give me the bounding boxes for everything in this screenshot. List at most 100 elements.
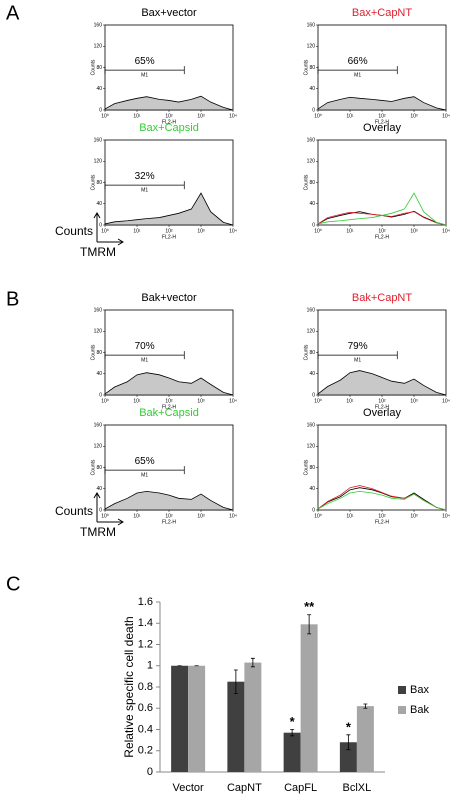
- y-axis-label: Counts: [90, 459, 96, 475]
- bar: [227, 681, 245, 772]
- axis-key-arrow: [93, 492, 124, 526]
- y-tick-label: 0.8: [138, 681, 153, 693]
- y-axis-label: Relative specific cell death: [122, 616, 136, 757]
- y-tick-label: 0: [99, 392, 102, 398]
- bar: [244, 662, 262, 772]
- hist-title: Overlay: [363, 407, 401, 419]
- gate-label: M1: [141, 72, 148, 78]
- x-tick-label: 10¹: [133, 398, 141, 404]
- x-tick-label: 10⁰: [314, 113, 322, 119]
- error-bar: [290, 729, 295, 737]
- gate-marker: [104, 466, 185, 475]
- x-tick-label: 10²: [378, 113, 386, 119]
- histogram-area: [104, 372, 234, 396]
- y-tick-label: 40: [96, 371, 102, 377]
- x-tick-label: 10⁰: [314, 398, 322, 404]
- y-tick-label: 0: [312, 507, 315, 513]
- y-tick-label: 40: [96, 201, 102, 207]
- gate-label: M1: [141, 472, 148, 478]
- gate-percent: 70%: [135, 341, 155, 352]
- panel-label: C: [6, 573, 20, 595]
- plot-frame: [317, 424, 447, 511]
- x-tick-label: 10²: [378, 513, 386, 519]
- error-bar: [233, 669, 238, 694]
- x-tick-label: 10³: [410, 398, 418, 404]
- y-tick-label: 40: [309, 371, 315, 377]
- histogram-area: [104, 95, 234, 111]
- axis-key-y: Counts: [55, 224, 93, 238]
- x-tick-label: 10⁰: [314, 228, 322, 234]
- x-tick-label: 10⁰: [101, 228, 109, 234]
- x-tick-label: 10⁰: [101, 398, 109, 404]
- x-tick-label: 10²: [165, 228, 173, 234]
- y-tick-label: 0: [99, 107, 102, 113]
- gate-label: M1: [141, 187, 148, 193]
- histogram-line: [317, 491, 447, 511]
- x-tick-label: CapFL: [284, 782, 317, 794]
- y-tick-label: 160: [307, 422, 316, 428]
- x-tick-label: 10⁴: [229, 113, 237, 119]
- x-tick-label: 10⁴: [442, 513, 450, 519]
- y-axis-label: Counts: [90, 344, 96, 360]
- gate-label: M1: [354, 357, 361, 363]
- bar: [339, 742, 357, 772]
- axis-key-x: TMRM: [80, 245, 116, 259]
- y-tick-label: 0: [312, 392, 315, 398]
- gate-marker: [104, 66, 185, 75]
- error-bar: [346, 734, 351, 751]
- x-tick-label: 10³: [197, 398, 205, 404]
- legend-swatch: [398, 706, 406, 714]
- gate-percent: 79%: [348, 341, 368, 352]
- axis-key: Counts TMRM: [55, 492, 124, 539]
- x-tick-label: 10¹: [133, 113, 141, 119]
- y-axis-label: Counts: [303, 174, 309, 190]
- axis-key-y: Counts: [55, 504, 93, 518]
- x-tick-label: 10⁰: [101, 113, 109, 119]
- plot-frame: [317, 24, 447, 111]
- x-tick-label: 10²: [165, 398, 173, 404]
- x-tick-label: 10²: [378, 398, 386, 404]
- y-tick-label: 1.2: [138, 638, 153, 650]
- gate-label: M1: [354, 72, 361, 78]
- significance-mark: *: [346, 719, 352, 734]
- error-bar: [250, 657, 255, 668]
- bar: [188, 665, 206, 772]
- bar: [300, 624, 318, 772]
- gate-marker: [317, 351, 398, 360]
- y-tick-label: 0: [99, 507, 102, 513]
- histogram-area: [317, 370, 447, 396]
- y-tick-label: 40: [309, 486, 315, 492]
- panel-label: B: [6, 288, 19, 310]
- y-tick-label: 120: [307, 444, 316, 450]
- x-tick-label: 10³: [410, 513, 418, 519]
- legend-swatch: [398, 686, 406, 694]
- x-tick-label: 10⁴: [229, 398, 237, 404]
- x-tick-label: 10⁴: [442, 113, 450, 119]
- y-axis-label: Counts: [303, 344, 309, 360]
- gate-label: M1: [141, 357, 148, 363]
- error-bar: [307, 614, 312, 635]
- y-tick-label: 120: [94, 159, 103, 165]
- y-tick-label: 160: [94, 422, 103, 428]
- y-tick-label: 80: [96, 180, 102, 186]
- y-tick-label: 80: [96, 465, 102, 471]
- y-tick-label: 0: [312, 222, 315, 228]
- hist-title: Overlay: [363, 122, 401, 134]
- y-tick-label: 0.2: [138, 745, 153, 757]
- gate-percent: 65%: [135, 56, 155, 67]
- x-tick-label: BclXL: [343, 782, 372, 794]
- x-tick-label: 10³: [197, 513, 205, 519]
- legend-label: Bax: [410, 684, 429, 696]
- y-tick-label: 1.4: [138, 617, 153, 629]
- histogram-area: [104, 491, 234, 511]
- error-bar: [363, 703, 368, 709]
- x-tick-label: 10¹: [346, 513, 354, 519]
- gate-marker: [104, 181, 185, 190]
- x-tick-label: 10⁰: [314, 513, 322, 519]
- axis-key-arrow: [93, 212, 124, 246]
- y-tick-label: 1.6: [138, 596, 153, 608]
- y-tick-label: 80: [96, 65, 102, 71]
- y-tick-label: 0: [312, 107, 315, 113]
- x-tick-label: 10⁴: [229, 513, 237, 519]
